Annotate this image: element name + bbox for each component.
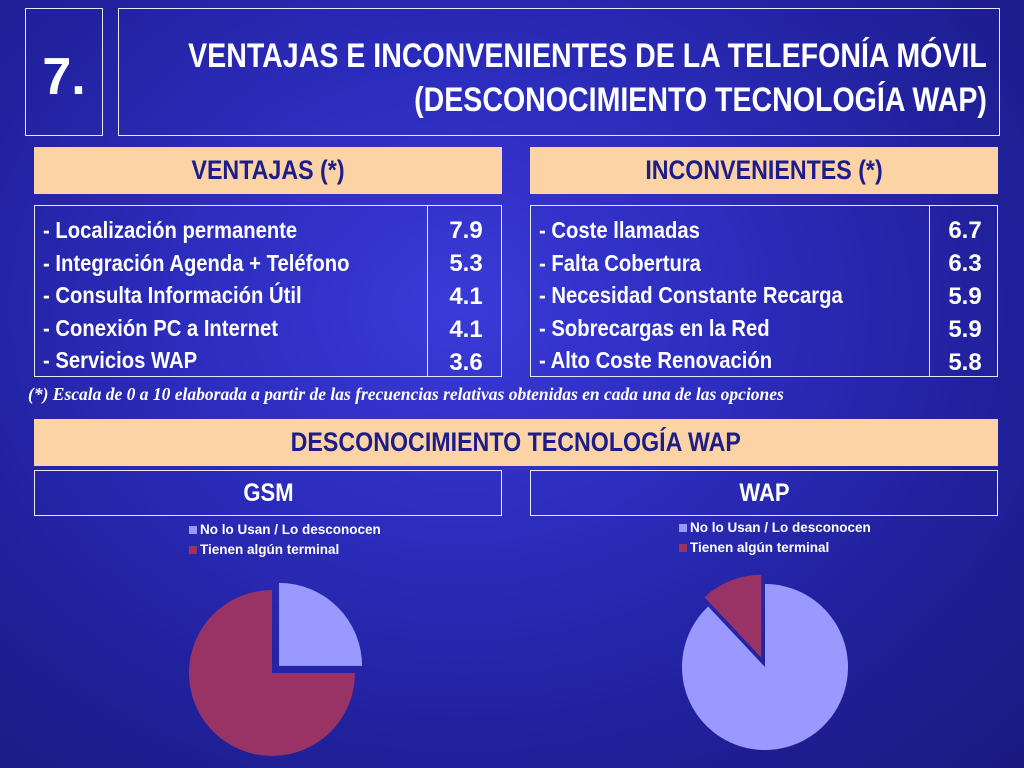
ventaja-value: 4.1 <box>449 316 483 343</box>
legend-entry: No lo Usan / Lo desconocen <box>189 520 381 540</box>
inconveniente-item: - Sobrecargas en la Red <box>539 314 770 341</box>
legend-label: Tienen algún terminal <box>200 542 340 557</box>
inconveniente-item: - Coste llamadas <box>539 217 700 243</box>
inconvenientes-list: - Coste llamadas - Falta Cobertura - Nec… <box>530 205 998 377</box>
pie-slice <box>682 584 848 750</box>
ventaja-value: 5.3 <box>449 250 483 277</box>
legend-swatch <box>189 546 197 554</box>
gsm-pie-chart <box>189 582 363 756</box>
pie-slice <box>704 574 762 658</box>
wap-legend: No lo Usan / Lo desconocen Tienen algún … <box>679 518 871 558</box>
inconveniente-value: 6.7 <box>948 217 982 244</box>
gsm-label-box: GSM <box>34 470 502 516</box>
inconvenientes-heading-bar: INCONVENIENTES (*) <box>530 147 998 194</box>
inconveniente-item: - Necesidad Constante Recarga <box>539 282 843 308</box>
title-box: VENTAJAS E INCONVENIENTES DE LA TELEFONÍ… <box>118 8 1000 136</box>
legend-entry: No lo Usan / Lo desconocen <box>679 518 871 538</box>
ventaja-item: - Integración Agenda + Teléfono <box>43 249 350 276</box>
ventaja-item: - Servicios WAP <box>43 347 198 373</box>
inconvenientes-heading: INCONVENIENTES (*) <box>645 155 883 185</box>
legend-swatch <box>679 544 687 552</box>
legend-swatch <box>189 526 197 534</box>
inconveniente-item: - Alto Coste Renovación <box>539 347 773 373</box>
slide-number-box: 7. <box>25 8 103 136</box>
ventajas-list: - Localización permanente - Integración … <box>34 205 502 377</box>
wap-label-box: WAP <box>530 470 998 516</box>
inconveniente-value: 6.3 <box>948 250 982 277</box>
ventaja-value: 7.9 <box>449 217 483 244</box>
ventaja-item: - Localización permanente <box>43 217 298 243</box>
inconveniente-value: 5.8 <box>948 349 982 376</box>
ventaja-item: - Conexión PC a Internet <box>43 314 279 341</box>
inconveniente-value: 5.9 <box>948 316 982 343</box>
legend-entry: Tienen algún terminal <box>189 540 381 560</box>
legend-label: No lo Usan / Lo desconocen <box>200 522 381 537</box>
ventaja-value: 4.1 <box>449 283 483 310</box>
wap-label: WAP <box>738 479 790 507</box>
wap-pie-chart <box>682 574 848 750</box>
ventaja-value: 3.6 <box>449 349 483 376</box>
slide-number: 7. <box>42 48 86 106</box>
inconveniente-item: - Falta Cobertura <box>539 249 701 276</box>
pie-slice <box>279 582 363 666</box>
legend-swatch <box>679 524 687 532</box>
legend-label: Tienen algún terminal <box>690 540 830 555</box>
ventajas-heading: VENTAJAS (*) <box>191 155 345 185</box>
wap-heading-bar: DESCONOCIMIENTO TECNOLOGÍA WAP <box>34 419 998 466</box>
inconveniente-value: 5.9 <box>948 283 982 310</box>
ventaja-item: - Consulta Información Útil <box>43 282 302 308</box>
gsm-legend: No lo Usan / Lo desconocen Tienen algún … <box>189 520 381 560</box>
wap-heading: DESCONOCIMIENTO TECNOLOGÍA WAP <box>290 427 742 457</box>
legend-entry: Tienen algún terminal <box>679 538 871 558</box>
legend-label: No lo Usan / Lo desconocen <box>690 520 871 535</box>
ventajas-heading-bar: VENTAJAS (*) <box>34 147 502 194</box>
scale-footnote: (*) Escala de 0 a 10 elaborada a partir … <box>28 384 784 404</box>
slide-title-line1: VENTAJAS E INCONVENIENTES DE LA TELEFONÍ… <box>188 37 987 75</box>
column-divider <box>929 206 930 376</box>
slide-title-line2: (DESCONOCIMIENTO TECNOLOGÍA WAP) <box>414 81 987 119</box>
gsm-label: GSM <box>242 479 294 507</box>
column-divider <box>427 206 428 376</box>
pie-slice <box>189 590 355 756</box>
